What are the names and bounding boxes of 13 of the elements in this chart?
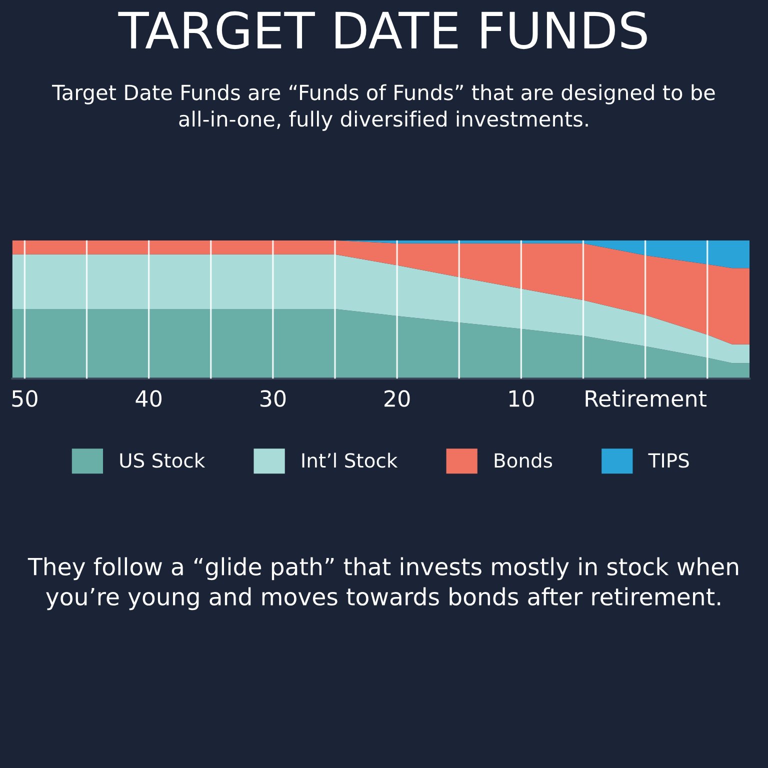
x-tick-label: 40	[136, 390, 162, 407]
legend-label: Bonds	[494, 452, 552, 468]
x-tick-label: Retirement	[586, 390, 706, 407]
x-tick-label: 50	[12, 390, 38, 407]
chart-title: TARGET DATE FUNDS	[118, 11, 647, 50]
x-tick-label: 10	[509, 390, 534, 407]
legend-label: Int’l Stock	[302, 452, 398, 468]
legend-label: TIPS	[648, 453, 689, 468]
chart-subtitle: Target Date Funds are “Funds of Funds” that are designed to be all-in-one, fully diversified investments.	[52, 84, 715, 131]
x-tick-label: 30	[260, 390, 286, 407]
legend-label: US Stock	[120, 452, 206, 468]
x-tick-label: 20	[384, 390, 410, 407]
text: They follow a “glide path” that invests mostly in stock when you’re young and moves towards bonds after retirement.	[28, 557, 738, 610]
